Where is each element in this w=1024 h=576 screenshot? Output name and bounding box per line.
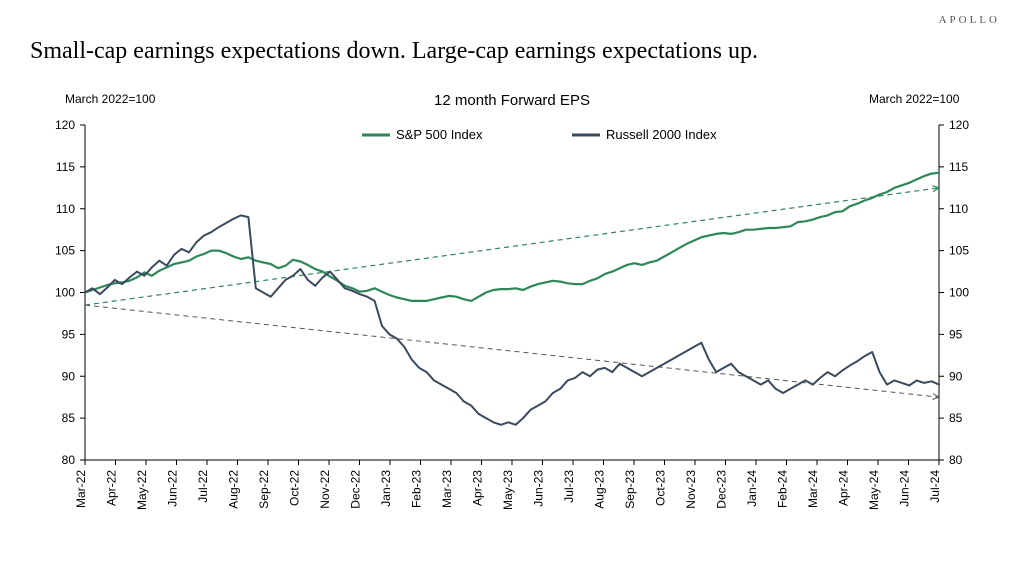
y-tick-right: 120 <box>949 118 969 132</box>
trend-line-0 <box>85 188 939 305</box>
y-tick-left: 115 <box>56 160 75 174</box>
x-tick-label: Oct-22 <box>288 470 302 506</box>
chart-title: 12 month Forward EPS <box>434 92 590 109</box>
y-tick-right: 90 <box>949 369 963 383</box>
x-tick-label: Apr-24 <box>837 470 851 506</box>
series-line <box>85 215 939 424</box>
x-tick-label: Feb-23 <box>410 470 424 508</box>
x-tick-label: Nov-23 <box>684 470 698 509</box>
x-tick-label: Aug-23 <box>593 470 607 509</box>
x-tick-label: May-22 <box>135 470 149 510</box>
x-tick-label: Mar-22 <box>74 470 88 508</box>
y-tick-right: 85 <box>949 411 963 425</box>
x-tick-label: Mar-24 <box>806 470 820 508</box>
y-tick-left: 120 <box>55 118 75 132</box>
y-tick-right: 80 <box>949 453 963 467</box>
y-tick-right: 100 <box>949 286 969 300</box>
x-tick-label: Apr-22 <box>105 470 119 506</box>
axis-note-right: March 2022=100 <box>869 92 960 106</box>
brand-logo: APOLLO <box>939 14 1000 26</box>
page-title: Small-cap earnings expectations down. La… <box>30 38 758 65</box>
series-line <box>85 173 939 301</box>
x-tick-label: Jun-24 <box>898 470 912 507</box>
y-tick-right: 115 <box>949 160 968 174</box>
chart-area: March 2022=100 March 2022=100 12 month For… <box>30 90 994 560</box>
x-tick-label: Apr-23 <box>471 470 485 506</box>
x-tick-label: May-24 <box>867 470 881 510</box>
y-tick-left: 90 <box>62 369 76 383</box>
x-tick-label: Jan-24 <box>745 470 759 507</box>
y-tick-left: 110 <box>56 202 75 216</box>
page-container: APOLLO Small-cap earnings expectations d… <box>0 0 1024 576</box>
x-tick-label: Dec-23 <box>715 470 729 509</box>
x-tick-label: Jun-22 <box>166 470 180 507</box>
y-tick-right: 95 <box>949 327 963 341</box>
y-tick-left: 100 <box>55 286 75 300</box>
x-tick-label: Jul-23 <box>562 470 576 503</box>
x-tick-label: Jan-23 <box>379 470 393 507</box>
y-tick-right: 105 <box>949 244 969 258</box>
eps-line-chart: March 2022=100 March 2022=100 12 month For… <box>30 90 994 560</box>
x-tick-label: Feb-24 <box>776 470 790 508</box>
x-tick-label: May-23 <box>501 470 515 510</box>
legend-label-sp500: S&P 500 Index <box>396 127 483 142</box>
x-tick-label: Nov-22 <box>318 470 332 509</box>
legend-label-russell: Russell 2000 Index <box>606 127 717 142</box>
y-tick-right: 110 <box>949 202 968 216</box>
x-tick-label: Jul-22 <box>196 470 210 503</box>
x-tick-label: Dec-22 <box>349 470 363 509</box>
y-tick-left: 105 <box>55 244 75 258</box>
y-tick-left: 95 <box>62 327 76 341</box>
x-tick-label: Jun-23 <box>532 470 546 507</box>
axis-note-left: March 2022=100 <box>65 92 156 106</box>
x-tick-label: Sep-22 <box>257 470 271 509</box>
x-tick-label: Jul-24 <box>928 470 942 503</box>
y-tick-left: 85 <box>62 411 76 425</box>
x-tick-label: Sep-23 <box>623 470 637 509</box>
x-tick-label: Aug-22 <box>227 470 241 509</box>
x-tick-label: Oct-23 <box>654 470 668 506</box>
x-tick-label: Mar-23 <box>440 470 454 508</box>
y-tick-left: 80 <box>62 453 76 467</box>
